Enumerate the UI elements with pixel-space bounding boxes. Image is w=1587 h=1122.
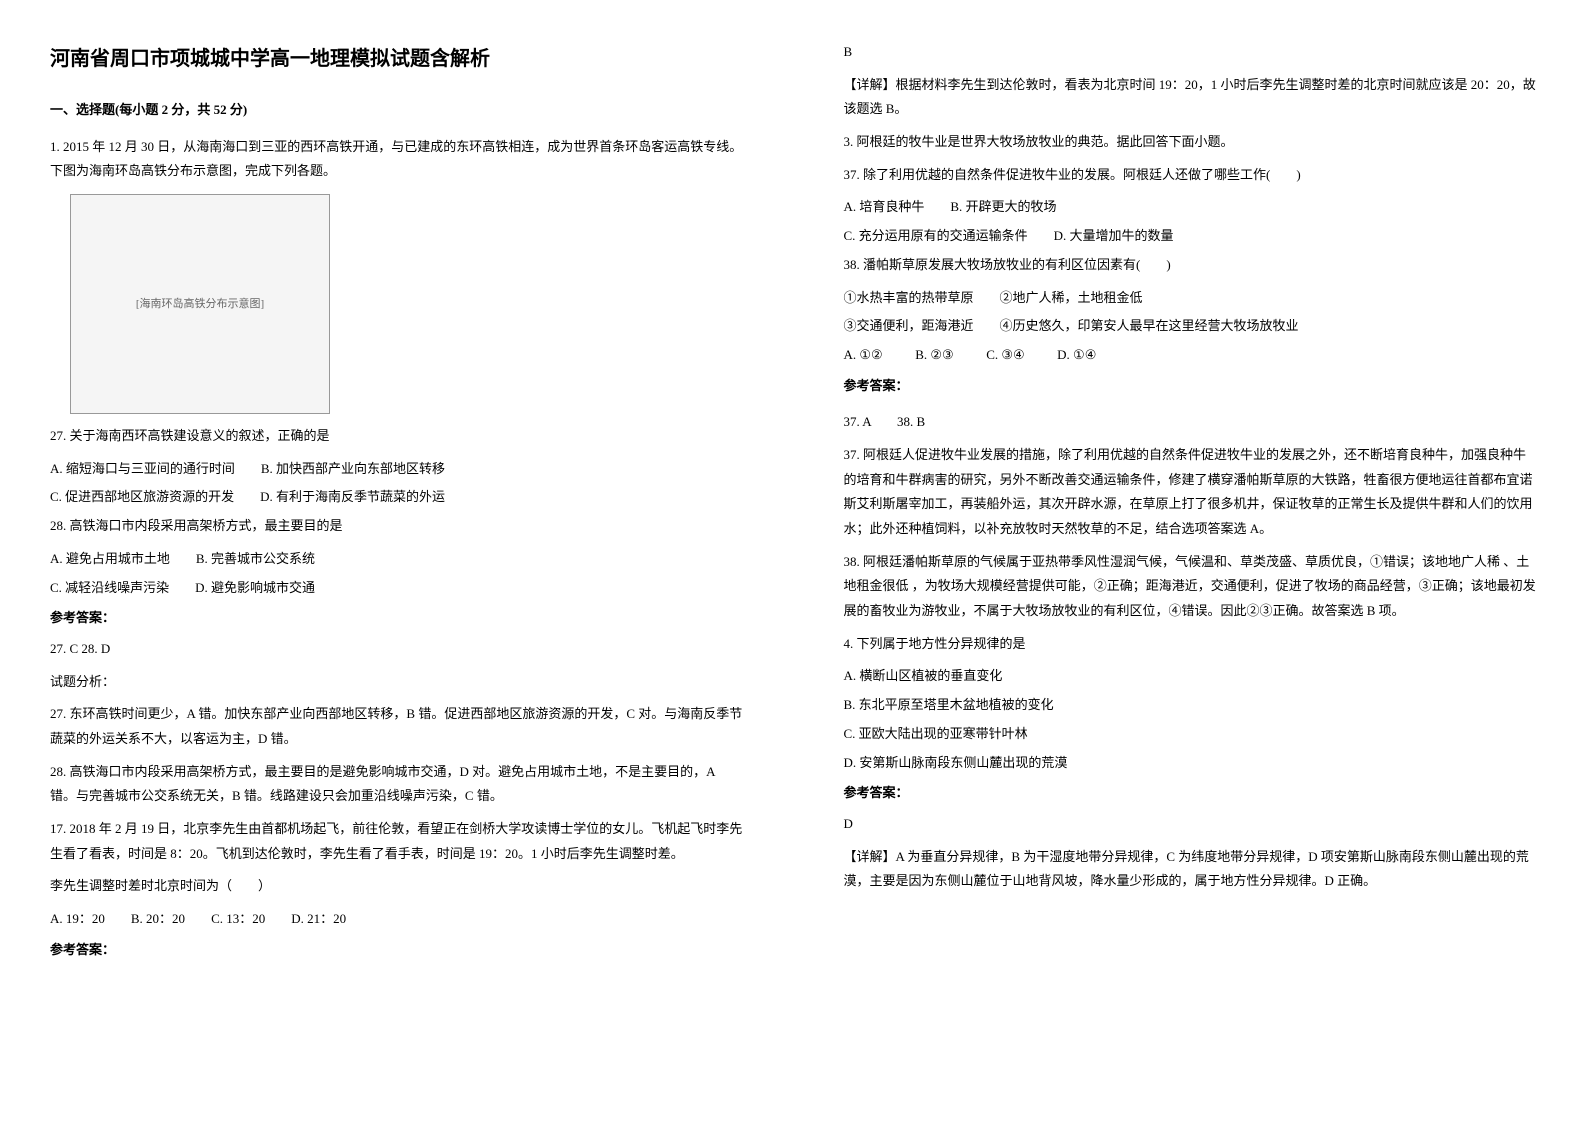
q4-opt-a: A. 横断山区植被的垂直变化 [844,664,1538,689]
q27-opt-d: D. 有利于海南反季节蔬菜的外运 [260,489,445,504]
q37-opt-b: B. 开辟更大的牧场 [950,199,1056,214]
q38-circle3: ③交通便利，距海港近 [844,318,974,333]
q4-intro: 4. 下列属于地方性分异规律的是 [844,632,1538,657]
q1-analysis-label: 试题分析： [50,670,744,695]
q4-answer-letter: D [844,812,1538,837]
q28-opt-a: A. 避免占用城市土地 [50,551,170,566]
q1-answer-label: 参考答案： [50,606,744,631]
q4-opt-c: C. 亚欧大陆出现的亚寒带针叶林 [844,722,1538,747]
q28-stem: 28. 高铁海口市内段采用高架桥方式，最主要目的是 [50,514,744,539]
q38-opt-b: B. ②③ [915,347,953,362]
q37-explanation: 37. 阿根廷人促进牧牛业发展的措施，除了利用优越的自然条件促进牧牛业的发展之外… [844,443,1538,542]
q38-circles-row2: ③交通便利，距海港近 ④历史悠久，印第安人最早在这里经营大牧场放牧业 [844,314,1538,339]
q3-answer-label: 参考答案： [844,374,1538,399]
q17-opt-a: A. 19：20 [50,911,105,926]
q27-opt-b: B. 加快西部产业向东部地区转移 [261,461,445,476]
q37-opt-a: A. 培育良种牛 [844,199,925,214]
q4-opt-b: B. 东北平原至塔里木盆地植被的变化 [844,693,1538,718]
q17-answer-letter: B [844,40,1538,65]
q17-options: A. 19：20 B. 20：20 C. 13：20 D. 21：20 [50,907,744,932]
q17-answer-label: 参考答案： [50,938,744,963]
q38-circles-row1: ①水热丰富的热带草原 ②地广人稀，土地租金低 [844,286,1538,311]
q4-explanation: 【详解】A 为垂直分异规律，B 为干湿度地带分异规律，C 为纬度地带分异规律，D… [844,845,1538,894]
q38-circle2: ②地广人稀，土地租金低 [1000,290,1143,305]
q28-options-row1: A. 避免占用城市土地 B. 完善城市公交系统 [50,547,744,572]
right-column: B 【详解】根据材料李先生到达伦敦时，看表为北京时间 19：20，1 小时后李先… [794,0,1587,1122]
q38-explanation: 38. 阿根廷潘帕斯草原的气候属于亚热带季风性湿润气候，气候温和、草类茂盛、草质… [844,550,1538,624]
q1-map-image: [海南环岛高铁分布示意图] [70,194,330,414]
q28-options-row2: C. 减轻沿线噪声污染 D. 避免影响城市交通 [50,576,744,601]
q27-options-row2: C. 促进西部地区旅游资源的开发 D. 有利于海南反季节蔬菜的外运 [50,485,744,510]
q3-answer: 37. A 38. B [844,410,1538,435]
q27-analysis: 27. 东环高铁时间更少，A 错。加快东部产业向西部地区转移，B 错。促进西部地… [50,702,744,751]
q28-opt-b: B. 完善城市公交系统 [196,551,315,566]
q37-opt-c: C. 充分运用原有的交通运输条件 [844,228,1028,243]
q17-question: 李先生调整时差时北京时间为（ ） [50,874,744,899]
exam-title: 河南省周口市项城城中学高一地理模拟试题含解析 [50,40,744,78]
left-column: 河南省周口市项城城中学高一地理模拟试题含解析 一、选择题(每小题 2 分，共 5… [0,0,794,1122]
q4-answer-label: 参考答案： [844,781,1538,806]
q1-intro: 1. 2015 年 12 月 30 日，从海南海口到三亚的西环高铁开通，与已建成… [50,135,744,184]
q37-opt-d: D. 大量增加牛的数量 [1054,228,1174,243]
q27-opt-c: C. 促进西部地区旅游资源的开发 [50,489,234,504]
q38-circle4: ④历史悠久，印第安人最早在这里经营大牧场放牧业 [1000,318,1299,333]
q4-opt-d: D. 安第斯山脉南段东侧山麓出现的荒漠 [844,751,1538,776]
section-header: 一、选择题(每小题 2 分，共 52 分) [50,98,744,123]
q3-intro: 3. 阿根廷的牧牛业是世界大牧场放牧业的典范。据此回答下面小题。 [844,130,1538,155]
q38-opt-a: A. ①② [844,347,883,362]
q28-opt-c: C. 减轻沿线噪声污染 [50,580,169,595]
q17-opt-c: C. 13：20 [211,911,265,926]
q38-options: A. ①② B. ②③ C. ③④ D. ①④ [844,343,1538,368]
q1-answer: 27. C 28. D [50,637,744,662]
q37-options-row2: C. 充分运用原有的交通运输条件 D. 大量增加牛的数量 [844,224,1538,249]
q27-opt-a: A. 缩短海口与三亚间的通行时间 [50,461,235,476]
q17-intro: 17. 2018 年 2 月 19 日，北京李先生由首都机场起飞，前往伦敦，看望… [50,817,744,866]
q17-opt-d: D. 21：20 [291,911,346,926]
q38-stem: 38. 潘帕斯草原发展大牧场放牧业的有利区位因素有( ) [844,253,1538,278]
q17-explanation: 【详解】根据材料李先生到达伦敦时，看表为北京时间 19：20，1 小时后李先生调… [844,73,1538,122]
q38-opt-c: C. ③④ [986,347,1024,362]
q17-opt-b: B. 20：20 [131,911,185,926]
q27-options-row1: A. 缩短海口与三亚间的通行时间 B. 加快西部产业向东部地区转移 [50,457,744,482]
q28-opt-d: D. 避免影响城市交通 [195,580,315,595]
q28-analysis: 28. 高铁海口市内段采用高架桥方式，最主要目的是避免影响城市交通，D 对。避免… [50,760,744,809]
q37-options-row1: A. 培育良种牛 B. 开辟更大的牧场 [844,195,1538,220]
q37-stem: 37. 除了利用优越的自然条件促进牧牛业的发展。阿根廷人还做了哪些工作( ) [844,163,1538,188]
q38-opt-d: D. ①④ [1057,347,1096,362]
q38-circle1: ①水热丰富的热带草原 [844,290,974,305]
q27-stem: 27. 关于海南西环高铁建设意义的叙述，正确的是 [50,424,744,449]
